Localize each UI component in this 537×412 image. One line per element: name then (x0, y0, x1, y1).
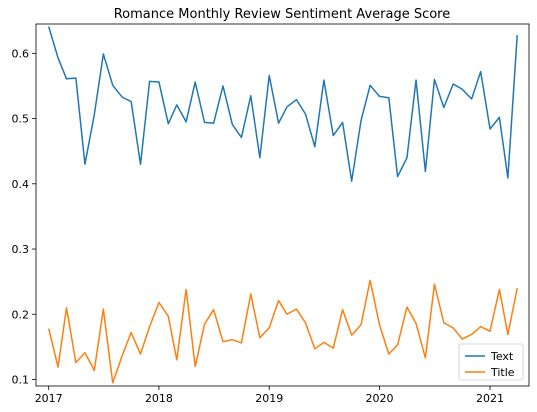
series-layer (47, 26, 518, 384)
x-tick-label: 2017 (35, 392, 63, 405)
y-axis: 0.1 0.2 0.3 0.4 0.5 0.6 (12, 47, 36, 386)
x-axis: 2017 2018 2019 2020 2021 (35, 386, 504, 405)
x-tick-label: 2020 (365, 392, 393, 405)
y-tick-label: 0.5 (12, 113, 30, 126)
y-tick-label: 0.3 (12, 243, 30, 256)
plot-area-frame (35, 23, 530, 387)
legend: Text Title (458, 343, 524, 381)
x-tick-label: 2019 (255, 392, 283, 405)
chart-title: Romance Monthly Review Sentiment Average… (114, 7, 451, 22)
y-tick-label: 0.2 (12, 308, 30, 321)
y-tick-label: 0.4 (12, 178, 30, 191)
legend-label-title: Title (490, 366, 515, 379)
y-tick-label: 0.6 (12, 47, 30, 60)
x-tick-label: 2018 (145, 392, 173, 405)
y-tick-label: 0.1 (12, 373, 30, 386)
series-line-title (47, 279, 518, 384)
x-tick-label: 2021 (476, 392, 504, 405)
legend-label-text: Text (490, 350, 514, 363)
legend-box (458, 343, 524, 381)
series-line-text (47, 26, 518, 182)
